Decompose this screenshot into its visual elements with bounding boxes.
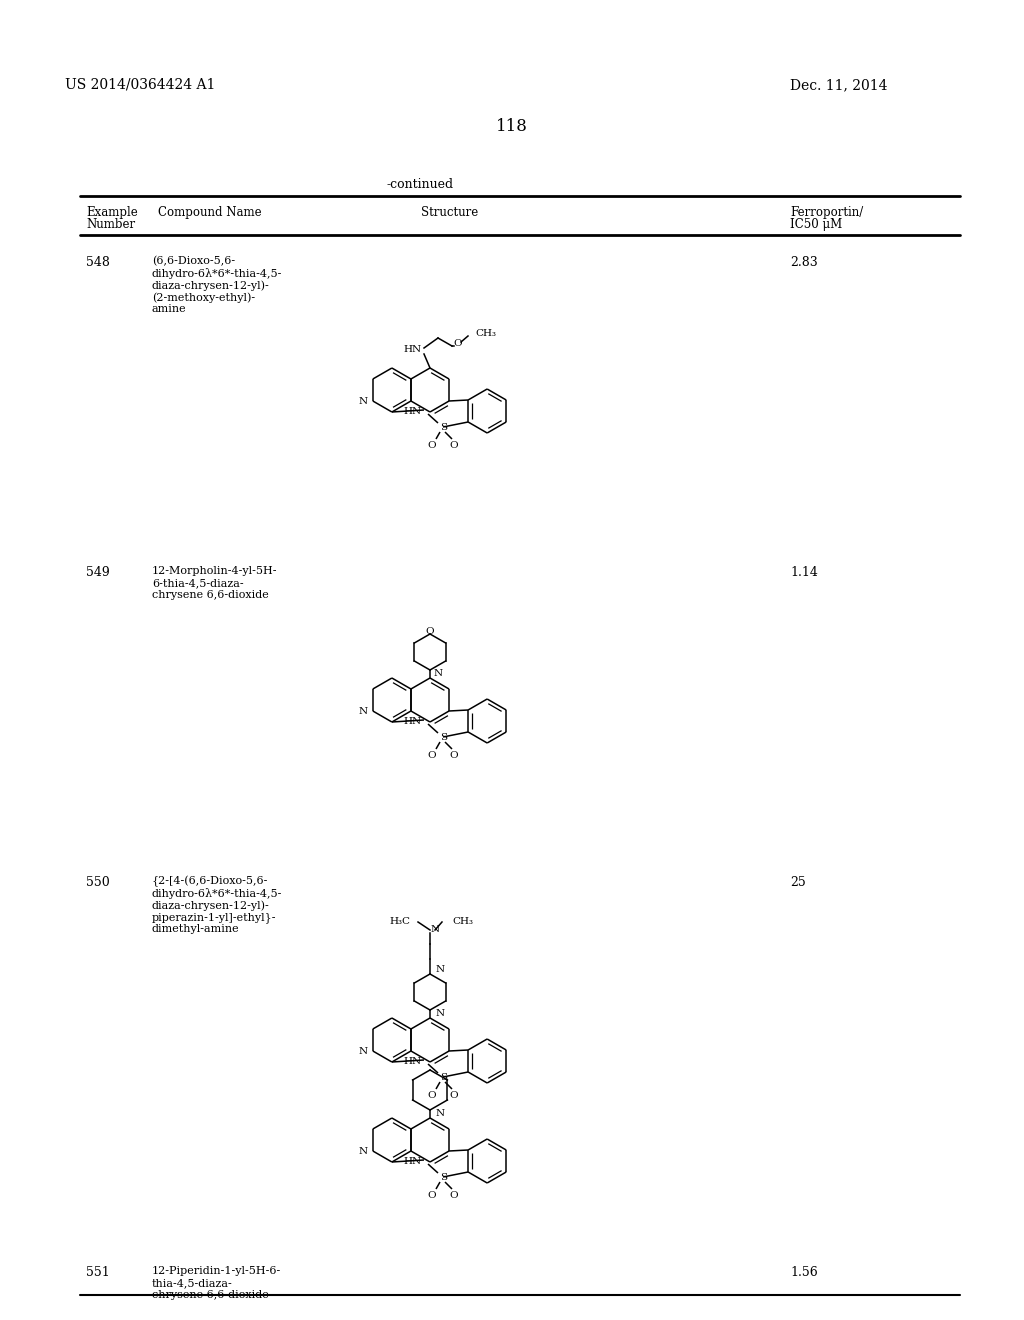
Text: N: N [435,1010,444,1019]
Text: Compound Name: Compound Name [158,206,261,219]
Text: O: O [428,751,436,759]
Text: 1.14: 1.14 [790,566,818,579]
Text: Example: Example [86,206,138,219]
Text: S: S [440,1172,447,1181]
Text: O: O [450,441,459,450]
Text: (6,6-Dioxo-5,6-: (6,6-Dioxo-5,6- [152,256,236,267]
Text: -continued: -continued [386,178,454,191]
Text: chrysene 6,6-dioxide: chrysene 6,6-dioxide [152,1290,268,1300]
Text: thia-4,5-diaza-: thia-4,5-diaza- [152,1278,232,1288]
Text: CH₃: CH₃ [452,917,473,927]
Text: O: O [428,441,436,450]
Text: {2-[4-(6,6-Dioxo-5,6-: {2-[4-(6,6-Dioxo-5,6- [152,876,268,887]
Text: CH₃: CH₃ [475,330,496,338]
Text: O: O [450,1090,459,1100]
Text: 12-Morpholin-4-yl-5H-: 12-Morpholin-4-yl-5H- [152,566,278,576]
Text: N: N [435,1110,444,1118]
Text: HN: HN [403,346,422,355]
Text: dihydro-6λ*6*-thia-4,5-: dihydro-6λ*6*-thia-4,5- [152,888,283,899]
Text: O: O [454,339,462,348]
Text: US 2014/0364424 A1: US 2014/0364424 A1 [65,78,215,92]
Text: S: S [440,422,447,432]
Text: O: O [450,1191,459,1200]
Text: 6-thia-4,5-diaza-: 6-thia-4,5-diaza- [152,578,244,587]
Text: dimethyl-amine: dimethyl-amine [152,924,240,935]
Text: S: S [440,733,447,742]
Text: N: N [435,965,444,974]
Text: O: O [426,627,434,635]
Text: 12-Piperidin-1-yl-5H-6-: 12-Piperidin-1-yl-5H-6- [152,1266,282,1276]
Text: N: N [358,396,368,405]
Text: diaza-chrysen-12-yl)-: diaza-chrysen-12-yl)- [152,280,269,290]
Text: HN: HN [403,1158,422,1167]
Text: 118: 118 [496,117,528,135]
Text: chrysene 6,6-dioxide: chrysene 6,6-dioxide [152,590,268,601]
Text: HN: HN [403,408,422,417]
Text: 25: 25 [790,876,806,888]
Text: 549: 549 [86,566,110,579]
Text: Ferroportin/: Ferroportin/ [790,206,863,219]
Text: HN: HN [403,718,422,726]
Text: amine: amine [152,304,186,314]
Text: Number: Number [86,218,135,231]
Text: H₃C: H₃C [389,917,410,927]
Text: S: S [440,1072,447,1081]
Text: 2.83: 2.83 [790,256,818,269]
Text: 1.56: 1.56 [790,1266,818,1279]
Text: dihydro-6λ*6*-thia-4,5-: dihydro-6λ*6*-thia-4,5- [152,268,283,279]
Text: O: O [450,751,459,759]
Text: Structure: Structure [421,206,478,219]
Text: 548: 548 [86,256,110,269]
Text: 550: 550 [86,876,110,888]
Text: 551: 551 [86,1266,110,1279]
Text: N: N [358,1047,368,1056]
Text: Dec. 11, 2014: Dec. 11, 2014 [790,78,888,92]
Text: N: N [358,706,368,715]
Text: piperazin-1-yl]-ethyl}-: piperazin-1-yl]-ethyl}- [152,912,276,923]
Text: (2-methoxy-ethyl)-: (2-methoxy-ethyl)- [152,292,255,302]
Text: N: N [430,925,439,935]
Text: IC50 μM: IC50 μM [790,218,843,231]
Text: N: N [433,669,442,678]
Text: O: O [428,1090,436,1100]
Text: O: O [428,1191,436,1200]
Text: diaza-chrysen-12-yl)-: diaza-chrysen-12-yl)- [152,900,269,911]
Text: N: N [358,1147,368,1155]
Text: HN: HN [403,1057,422,1067]
